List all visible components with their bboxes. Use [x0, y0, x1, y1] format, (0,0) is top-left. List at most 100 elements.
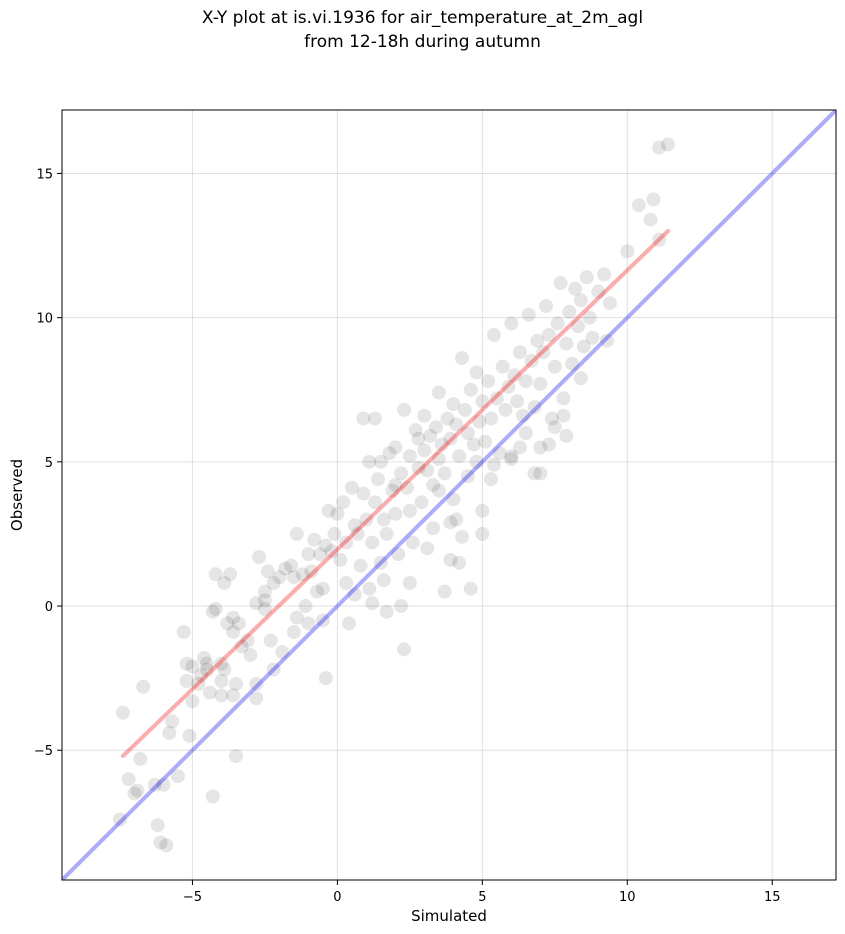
data-point	[394, 599, 409, 614]
data-point	[414, 495, 429, 510]
x-axis-label: Simulated	[411, 907, 487, 925]
data-point	[437, 466, 452, 481]
data-point	[602, 296, 617, 311]
data-point	[170, 769, 185, 784]
data-point	[347, 587, 362, 602]
data-point	[365, 535, 380, 550]
data-point	[550, 316, 565, 331]
data-point	[434, 437, 449, 452]
data-point	[278, 561, 293, 576]
data-point	[475, 503, 490, 518]
data-point	[469, 365, 484, 380]
data-point	[431, 483, 446, 498]
data-point	[231, 616, 246, 631]
data-point	[373, 555, 388, 570]
chart-title-line-2: from 12-18h during autumn	[304, 32, 541, 52]
data-point	[544, 411, 559, 426]
data-point	[527, 400, 542, 415]
data-point	[257, 593, 272, 608]
data-point	[321, 503, 336, 518]
data-point	[518, 374, 533, 389]
data-point	[257, 601, 272, 616]
data-point	[513, 345, 528, 360]
data-point	[202, 685, 217, 700]
data-point	[310, 584, 325, 599]
y-tick-label: 15	[36, 167, 53, 182]
data-point	[492, 446, 507, 461]
identity-line	[62, 110, 836, 880]
data-point	[130, 783, 145, 798]
data-point	[533, 466, 548, 481]
data-point	[368, 411, 383, 426]
data-point	[133, 751, 148, 766]
data-point	[484, 472, 499, 487]
data-point	[489, 391, 504, 406]
data-point	[388, 477, 403, 492]
data-point	[165, 714, 180, 729]
data-point	[339, 575, 354, 590]
data-point	[301, 547, 316, 562]
data-point	[568, 281, 583, 296]
y-axis-label: Observed	[8, 459, 26, 531]
data-point	[298, 599, 313, 614]
data-point	[571, 319, 585, 334]
data-point	[220, 616, 235, 631]
data-point	[463, 382, 478, 397]
data-point	[179, 656, 194, 671]
data-point	[431, 385, 446, 400]
data-point	[475, 526, 490, 541]
data-point	[397, 642, 412, 657]
data-point	[498, 402, 513, 417]
data-point	[115, 705, 130, 720]
y-tick-label: 10	[36, 312, 53, 327]
data-point	[460, 469, 475, 484]
data-point	[249, 691, 264, 706]
data-point	[263, 633, 278, 648]
data-point	[399, 480, 414, 495]
data-point	[356, 411, 371, 426]
data-point	[275, 645, 290, 660]
data-point	[428, 420, 443, 435]
data-point	[599, 333, 614, 348]
data-point	[266, 662, 281, 677]
data-point	[504, 451, 519, 466]
data-point	[585, 330, 600, 345]
data-point	[315, 613, 330, 628]
data-point	[379, 604, 394, 619]
data-point	[643, 212, 658, 227]
data-point	[573, 371, 588, 386]
axis-ticks: −5 0 5 10 15 −5 0 5 10 15	[34, 167, 781, 905]
data-point	[449, 512, 464, 527]
data-point	[318, 538, 333, 553]
data-point	[518, 425, 533, 440]
data-point	[556, 408, 571, 423]
data-point	[197, 650, 212, 665]
data-point	[408, 423, 423, 438]
data-point	[185, 659, 200, 674]
data-point	[431, 451, 446, 466]
data-point	[252, 550, 267, 565]
data-point	[388, 440, 403, 455]
regression-line	[120, 229, 670, 758]
data-point	[153, 835, 168, 850]
data-point	[223, 567, 238, 582]
data-point	[478, 434, 493, 449]
data-point	[521, 307, 536, 322]
grid	[62, 110, 836, 880]
data-point	[455, 351, 470, 366]
data-point	[260, 564, 275, 579]
data-point	[307, 532, 322, 547]
data-point	[249, 596, 264, 611]
data-point	[466, 437, 481, 452]
data-point	[284, 558, 299, 573]
y-tick-label: 5	[45, 456, 53, 471]
data-point	[559, 428, 574, 443]
data-point	[449, 417, 464, 432]
data-point	[330, 506, 345, 521]
data-point	[405, 535, 420, 550]
data-point	[420, 463, 435, 478]
data-point	[228, 676, 243, 691]
data-point	[391, 547, 406, 562]
data-point	[179, 674, 194, 689]
